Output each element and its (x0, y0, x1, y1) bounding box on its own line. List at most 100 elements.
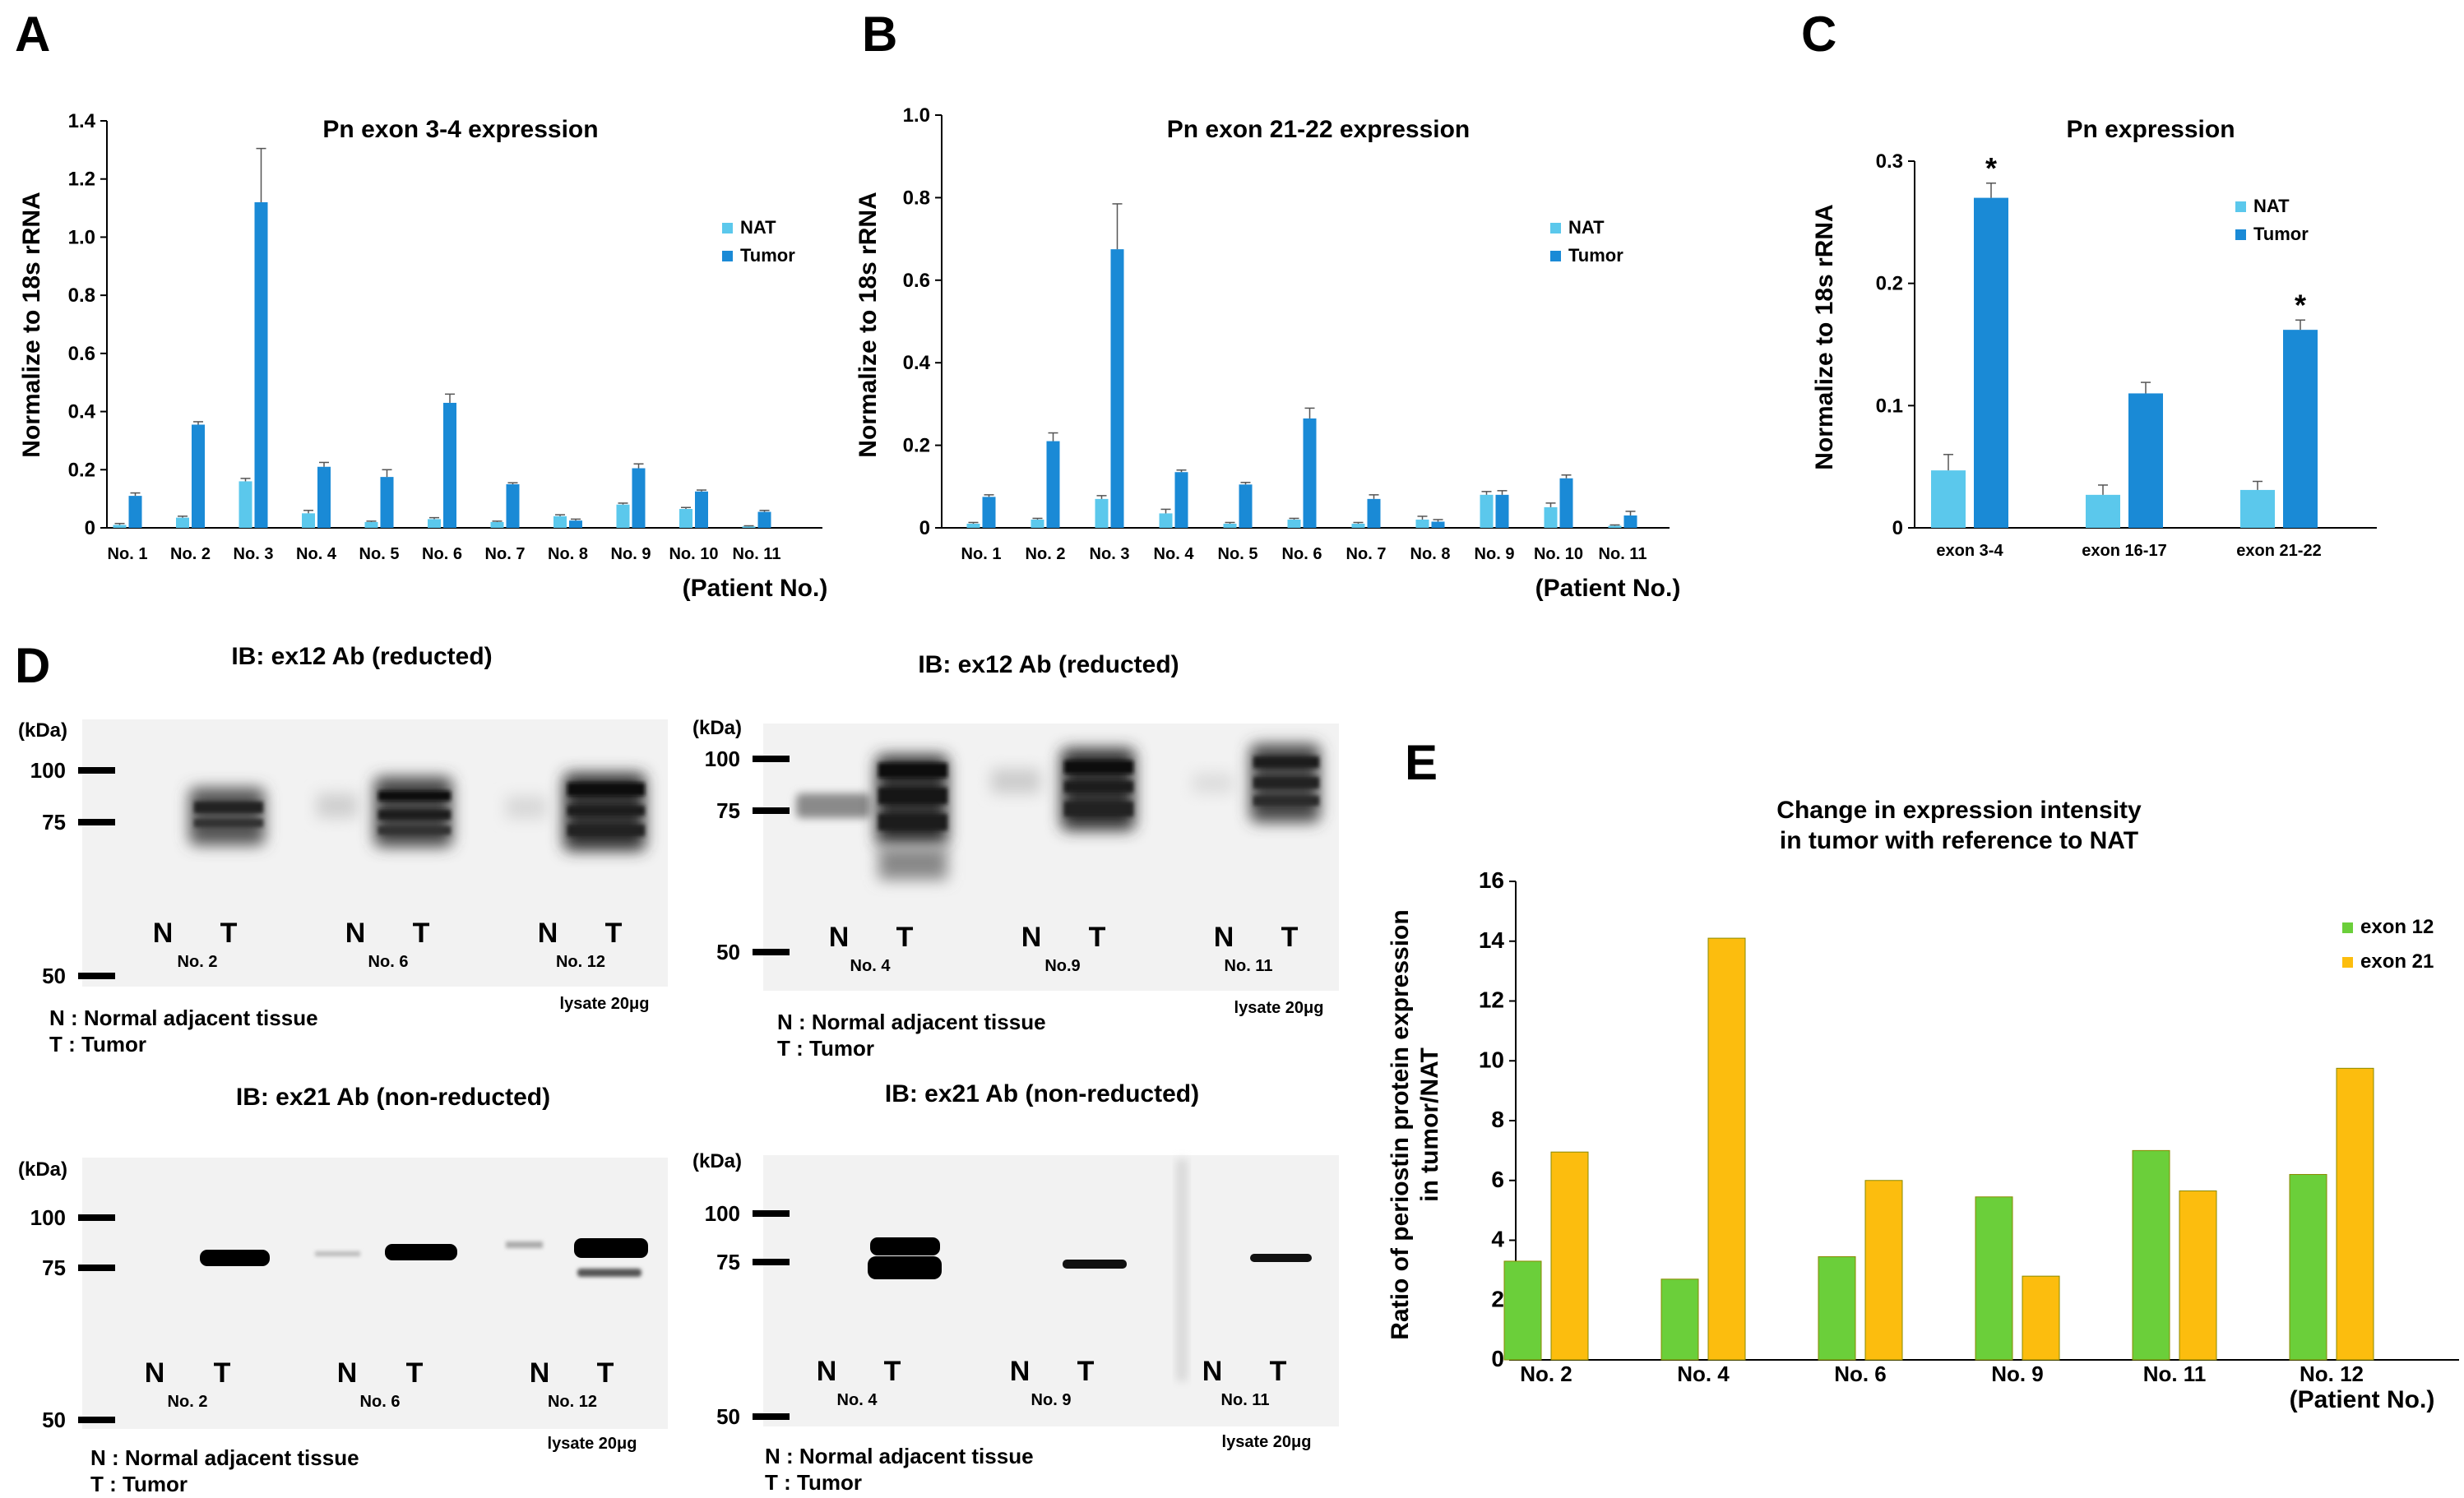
y-tick-label: 1.0 (68, 226, 95, 248)
x-tick-label: No. 4 (296, 545, 337, 563)
x-tick-label: No. 3 (234, 545, 274, 563)
blot-panel-d1: IB: ex12 Ab (reducted) (kDa) 100 75 50 (18, 643, 668, 1056)
legend-label: Tumor (2253, 224, 2309, 244)
y-axis-label: Normalize to 18s rRNA (18, 192, 45, 457)
marker-75: 75 (42, 1255, 66, 1280)
x-tick-label: No. 9 (1475, 545, 1515, 563)
y-tick-label: 6 (1491, 1167, 1504, 1192)
bar-a (1223, 523, 1237, 528)
x-axis-label: (Patient No.) (1535, 575, 1681, 602)
bar-b (1174, 472, 1188, 528)
y-tick-label: 1.0 (903, 104, 930, 127)
y-tick-label: 0.2 (903, 435, 930, 457)
x-tick-label: No. 2 (1520, 1362, 1572, 1386)
y-tick-label: 0 (919, 517, 930, 539)
legend-swatch (1550, 251, 1561, 261)
bar-b (443, 402, 456, 528)
bar-a (1544, 506, 1558, 528)
bar-b (695, 491, 708, 528)
patient-label: No. 12 (556, 953, 605, 971)
lane-label: N (817, 1356, 837, 1387)
lane-label: N (145, 1357, 165, 1389)
bar-b (2336, 1067, 2374, 1361)
marker-50: 50 (716, 1404, 740, 1429)
panel-letter-e: E (1405, 735, 1438, 790)
blot-bands (868, 1159, 1312, 1381)
lane-label: N (337, 1357, 358, 1389)
bar-b (2283, 330, 2318, 528)
marker-ticks (78, 767, 115, 979)
blot-title: IB: ex12 Ab (reducted) (918, 651, 1179, 678)
y-tick-label: 10 (1479, 1047, 1504, 1072)
legend-swatch (1550, 223, 1561, 233)
bar-b (632, 468, 646, 528)
bar-b (982, 497, 996, 528)
x-tick-label: No. 4 (1154, 545, 1195, 563)
lane-label: T (1281, 922, 1299, 953)
blot-image (82, 1158, 668, 1429)
lane-label: N (829, 922, 850, 953)
y-tick-label: 14 (1479, 927, 1505, 953)
blot-unit: (kDa) (692, 1150, 742, 1172)
blot-title: IB: ex12 Ab (reducted) (231, 643, 492, 670)
bar-a (302, 513, 315, 528)
lane-label: T (1077, 1356, 1095, 1387)
bar-b (1864, 1180, 1903, 1361)
panel-letter-a: A (15, 7, 50, 62)
bar-a (553, 516, 567, 528)
marker-50: 50 (42, 1408, 66, 1432)
bar-a (1503, 1260, 1542, 1361)
lane-label: N (1021, 922, 1042, 953)
bar-a (428, 519, 441, 528)
x-tick-label: No. 6 (1282, 545, 1322, 563)
legend-swatch (2342, 922, 2353, 933)
legend-normal: N : Normal adjacent tissue (90, 1445, 359, 1470)
chart-title: Pn exon 3-4 expression (322, 116, 598, 143)
legend-swatch (722, 251, 733, 261)
lysate-label: lysate 20μg (1222, 1433, 1312, 1451)
marker-100: 100 (705, 747, 740, 771)
chart-title: Pn exon 21-22 expression (1167, 116, 1471, 143)
x-tick-label: No. 4 (1677, 1362, 1730, 1386)
marker-ticks (753, 756, 790, 955)
lane-label: T (896, 922, 914, 953)
panel-letter-c: C (1801, 7, 1836, 62)
bar-a (2086, 494, 2120, 528)
bar-b (2179, 1190, 2217, 1361)
lysate-label: lysate 20μg (560, 995, 650, 1013)
legend-tumor: T : Tumor (777, 1036, 874, 1061)
bar-b (1367, 498, 1381, 528)
y-tick-label: 0.6 (903, 270, 930, 292)
bar-b (1110, 249, 1124, 528)
x-tick-label: exon 3-4 (1936, 542, 2003, 560)
blot-unit: (kDa) (692, 717, 742, 739)
patient-label: No. 4 (850, 957, 892, 975)
x-tick-label: exon 16-17 (2082, 542, 2166, 560)
bar-b (1046, 441, 1060, 528)
legend-normal: N : Normal adjacent tissue (765, 1444, 1034, 1468)
legend-label: NAT (2253, 196, 2290, 216)
x-tick-label: No. 11 (1599, 545, 1647, 563)
marker-75: 75 (716, 1250, 740, 1274)
y-axis-label: in tumor/NAT (1416, 1047, 1443, 1202)
bar-a (1818, 1256, 1856, 1361)
marker-50: 50 (716, 940, 740, 964)
significance-marker: * (2295, 288, 2306, 321)
x-tick-label: No. 5 (1218, 545, 1258, 563)
x-tick-label: No. 12 (2300, 1362, 2364, 1386)
lysate-label: lysate 20μg (1234, 999, 1324, 1017)
y-tick-label: 0 (1491, 1346, 1504, 1371)
legend-normal: N : Normal adjacent tissue (49, 1006, 318, 1030)
y-tick-label: 0.4 (68, 401, 96, 423)
x-tick-label: No. 11 (733, 545, 781, 563)
bar-a (490, 521, 504, 528)
marker-50: 50 (42, 964, 66, 988)
x-tick-label: No. 7 (1346, 545, 1387, 563)
y-tick-label: 16 (1479, 867, 1504, 893)
lane-label: T (1089, 922, 1106, 953)
lane-label: N (153, 918, 174, 949)
lane-label: T (406, 1357, 424, 1389)
chart-title: Pn expression (2066, 116, 2235, 143)
patient-label: No. 12 (548, 1393, 597, 1411)
lane-label: N (345, 918, 366, 949)
